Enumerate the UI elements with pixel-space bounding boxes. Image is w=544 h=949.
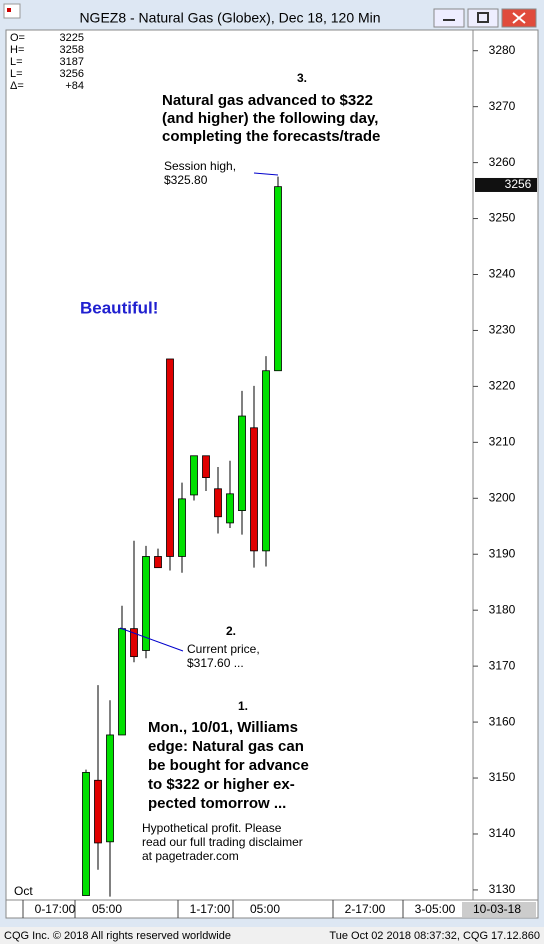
note-text: be bought for advance [148,757,309,774]
candle-body [94,779,102,844]
x-tick-label: 2-17:00 [345,902,386,916]
close-icon [512,12,526,24]
disclaimer-text: Hypothetical profit. Please [142,821,282,835]
note-number: 2. [226,624,236,638]
candle-body [178,498,186,557]
header-value: 3258 [60,44,84,56]
y-tick-label: 3260 [489,155,516,169]
note-number: 3. [297,71,307,85]
y-tick-label: 3150 [489,770,516,784]
candle-body [82,772,90,896]
candle-body [262,370,270,552]
y-tick-label: 3270 [489,99,516,113]
y-tick-label: 3140 [489,826,516,840]
y-tick-label: 3220 [489,379,516,393]
header-label: L= [10,68,23,80]
y-tick-label: 3130 [489,882,516,896]
y-tick-label: 3170 [489,658,516,672]
y-tick-label: 3230 [489,323,516,337]
header-label: L= [10,56,23,68]
note-number: 1. [238,699,248,713]
y-tick-label: 3210 [489,435,516,449]
candle-body [214,488,222,518]
candle-body [154,556,162,569]
maximize-button[interactable] [467,8,499,28]
candle-body [106,734,114,843]
app-icon-mark [7,8,11,12]
y-tick-label: 3180 [489,602,516,616]
header-value: 3225 [60,32,84,44]
app-icon [3,3,21,19]
plot [82,176,282,897]
session-high-text: Session high, [164,159,236,173]
minimize-button[interactable] [433,8,465,28]
note-text: Mon., 10/01, Williams [148,719,298,736]
session-high-pointer [253,172,279,176]
last-price-box [475,177,537,192]
candle-body [238,415,246,511]
y-tick-label: 3240 [489,267,516,281]
y-tick-label: 3250 [489,211,516,225]
x-tick-label: 0-17:00 [35,902,76,916]
header-label: O= [10,32,25,44]
candle-body [190,455,198,496]
month-label: Oct [14,884,33,898]
candle-body [118,628,126,736]
x-tick-label: 1-17:00 [190,902,231,916]
disclaimer-text: read our full trading disclaimer [142,835,303,849]
current-price-text: $317.60 ... [187,656,244,670]
note-text: to $322 or higher ex- [148,776,295,793]
chart-area [5,29,539,919]
note-text: (and higher) the following day, [162,110,378,127]
y-tick-label: 3190 [489,546,516,560]
current-price-pointer [119,627,184,652]
header-value: 3256 [60,68,84,80]
header-label: Δ= [10,80,24,92]
status-right: Tue Oct 02 2018 08:37:32, CQG 17.12.860 [329,930,540,942]
candle-body [226,493,234,524]
current-price-text: Current price, [187,642,260,656]
candle-body [142,556,150,651]
status-bar [0,927,544,944]
header-value: 3187 [60,56,84,68]
y-tick-label: 3200 [489,490,516,504]
session-high-text: $325.80 [164,173,208,187]
x-tick-label: 05:00 [92,902,122,916]
last-price-label: 3256 [505,177,532,191]
candle-body [250,427,258,552]
beautiful-text: Beautiful! [80,298,158,317]
header-value: +84 [65,80,84,92]
x-tick-label: 3-05:00 [415,902,456,916]
candle-body [274,186,282,372]
window-title: NGEZ8 - Natural Gas (Globex), Dec 18, 12… [79,10,380,26]
note-text: edge: Natural gas can [148,738,304,755]
candle-body [166,358,174,557]
x-date-label: 10-03-18 [473,902,521,916]
x-date-box [462,902,536,917]
header-label: H= [10,44,24,56]
maximize-icon [477,12,489,23]
y-tick-label: 3280 [489,43,516,57]
note-text: Natural gas advanced to $322 [162,92,373,109]
note-text: completing the forecasts/trade [162,128,380,145]
candle-body [130,628,138,658]
note-text: pected tomorrow ... [148,795,286,812]
disclaimer-text: at pagetrader.com [142,849,239,863]
status-left: CQG Inc. © 2018 All rights reserved worl… [4,930,231,942]
x-tick-label: 05:00 [250,902,280,916]
candle-body [202,455,210,478]
y-tick-label: 3160 [489,714,516,728]
